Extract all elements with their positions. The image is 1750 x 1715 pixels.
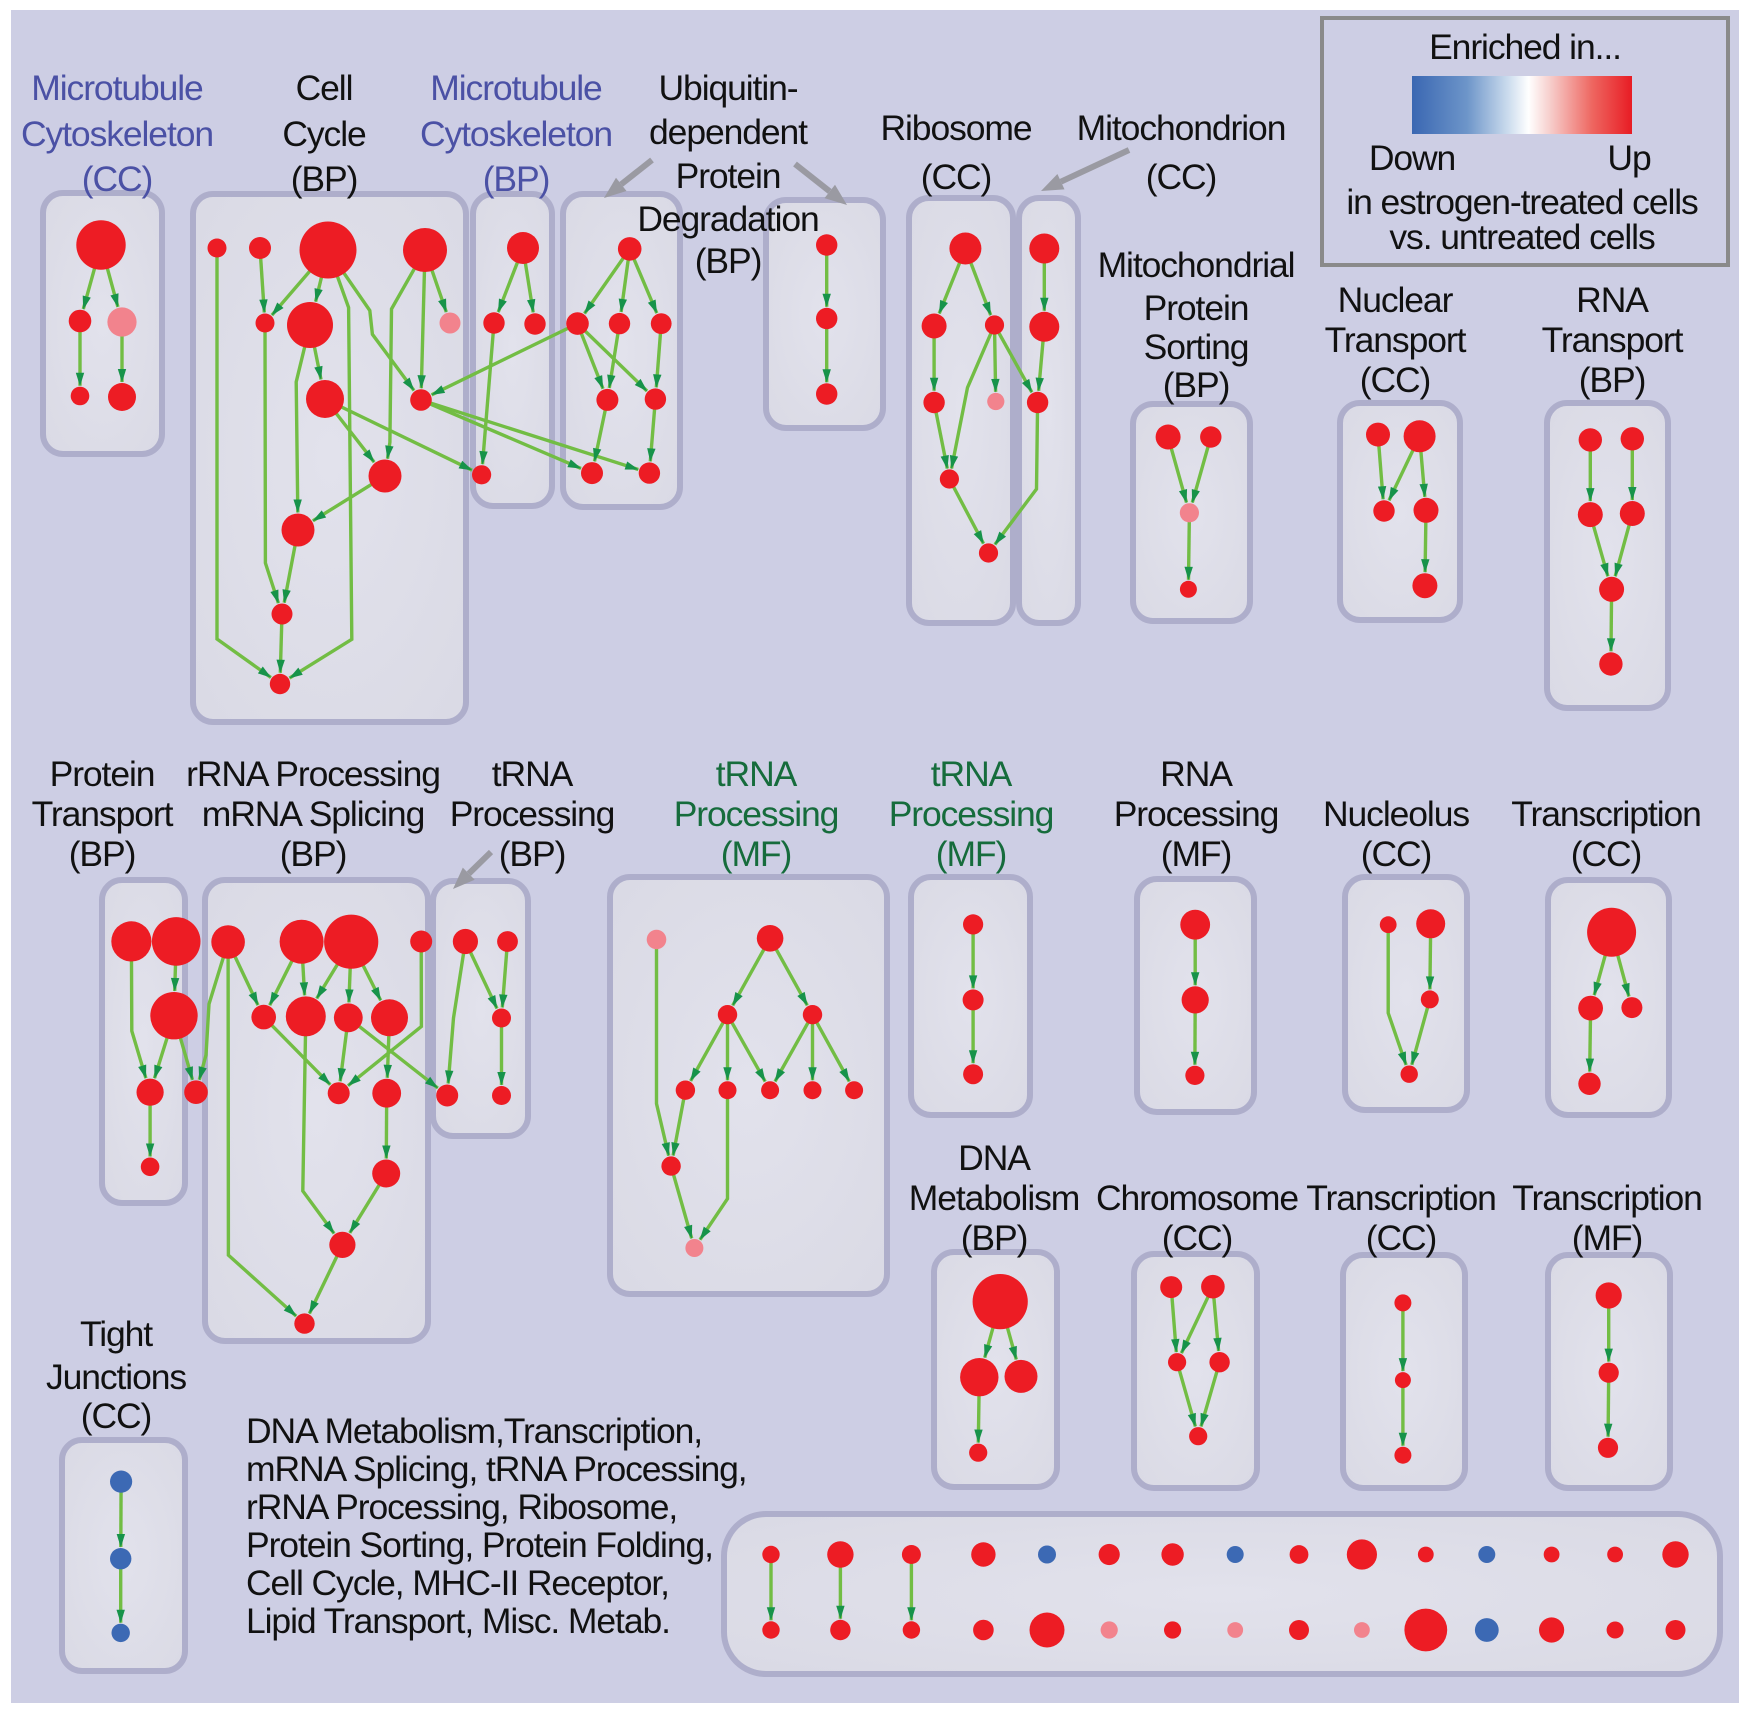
svg-text:Mitochondrion: Mitochondrion — [1077, 108, 1286, 148]
svg-text:Microtubule: Microtubule — [31, 68, 203, 108]
svg-text:Degradation: Degradation — [637, 199, 818, 239]
svg-text:Metabolism: Metabolism — [909, 1178, 1080, 1218]
svg-text:(BP): (BP) — [280, 834, 347, 874]
svg-text:Transport: Transport — [1325, 320, 1467, 360]
svg-text:Protein: Protein — [50, 754, 155, 794]
svg-text:Transcription: Transcription — [1511, 794, 1701, 834]
svg-text:(BP): (BP) — [69, 834, 136, 874]
svg-text:tRNA: tRNA — [931, 754, 1013, 794]
svg-text:tRNA: tRNA — [716, 754, 798, 794]
svg-text:Cycle: Cycle — [282, 114, 366, 154]
svg-text:Transport: Transport — [1542, 320, 1684, 360]
svg-text:(CC): (CC) — [1146, 157, 1217, 197]
svg-text:mRNA Splicing, tRNA Processing: mRNA Splicing, tRNA Processing, — [246, 1449, 747, 1489]
svg-text:Up: Up — [1607, 138, 1651, 178]
svg-text:(CC): (CC) — [82, 159, 153, 199]
svg-text:Protein Sorting, Protein Foldi: Protein Sorting, Protein Folding, — [246, 1525, 713, 1565]
svg-text:vs. untreated cells: vs. untreated cells — [1389, 217, 1655, 257]
svg-text:DNA: DNA — [958, 1138, 1031, 1178]
svg-text:DNA Metabolism,Transcription,: DNA Metabolism,Transcription, — [246, 1411, 702, 1451]
svg-text:Down: Down — [1369, 138, 1455, 178]
svg-text:Nuclear: Nuclear — [1338, 280, 1454, 320]
svg-text:Nucleolus: Nucleolus — [1323, 794, 1469, 834]
svg-text:(MF): (MF) — [1161, 834, 1232, 874]
svg-text:(BP): (BP) — [499, 834, 566, 874]
svg-text:in estrogen-treated cells: in estrogen-treated cells — [1346, 182, 1698, 222]
svg-text:(BP): (BP) — [1163, 365, 1230, 405]
svg-text:Microtubule: Microtubule — [430, 68, 602, 108]
svg-text:Processing: Processing — [889, 794, 1054, 834]
svg-text:Tight: Tight — [80, 1314, 153, 1354]
svg-text:(CC): (CC) — [1366, 1218, 1437, 1258]
svg-text:(BP): (BP) — [291, 159, 358, 199]
svg-text:Enriched in...: Enriched in... — [1429, 27, 1621, 67]
svg-text:dependent: dependent — [649, 112, 808, 152]
svg-text:(CC): (CC) — [921, 157, 992, 197]
svg-text:Mitochondrial: Mitochondrial — [1098, 245, 1295, 285]
svg-text:Cytoskeleton: Cytoskeleton — [21, 114, 213, 154]
svg-text:Processing: Processing — [1114, 794, 1279, 834]
svg-text:Sorting: Sorting — [1144, 327, 1249, 367]
svg-text:Protein: Protein — [676, 156, 781, 196]
svg-text:Junctions: Junctions — [46, 1357, 186, 1397]
svg-text:(CC): (CC) — [1360, 360, 1431, 400]
svg-text:(BP): (BP) — [1579, 360, 1646, 400]
svg-text:Ubiquitin-: Ubiquitin- — [659, 68, 798, 108]
svg-text:(MF): (MF) — [721, 834, 792, 874]
svg-text:Cell: Cell — [296, 68, 353, 108]
svg-text:(MF): (MF) — [936, 834, 1007, 874]
svg-text:tRNA: tRNA — [492, 754, 574, 794]
svg-text:(BP): (BP) — [695, 241, 762, 281]
svg-text:(BP): (BP) — [483, 159, 550, 199]
svg-text:(MF): (MF) — [1572, 1218, 1643, 1258]
svg-text:Processing: Processing — [674, 794, 839, 834]
svg-text:Ribosome: Ribosome — [880, 108, 1031, 148]
svg-text:Chromosome: Chromosome — [1096, 1178, 1298, 1218]
svg-text:(CC): (CC) — [1361, 834, 1432, 874]
svg-text:(CC): (CC) — [1162, 1218, 1233, 1258]
svg-text:rRNA Processing, Ribosome,: rRNA Processing, Ribosome, — [246, 1487, 677, 1527]
svg-text:RNA: RNA — [1576, 280, 1649, 320]
svg-text:Cytoskeleton: Cytoskeleton — [420, 114, 612, 154]
svg-text:Lipid Transport, Misc. Metab.: Lipid Transport, Misc. Metab. — [246, 1601, 670, 1641]
svg-text:mRNA Splicing: mRNA Splicing — [202, 794, 424, 834]
svg-text:Protein: Protein — [1144, 288, 1249, 328]
svg-text:Processing: Processing — [450, 794, 615, 834]
svg-text:rRNA Processing: rRNA Processing — [186, 754, 440, 794]
svg-text:RNA: RNA — [1160, 754, 1233, 794]
svg-text:Transcription: Transcription — [1512, 1178, 1702, 1218]
svg-text:(CC): (CC) — [1571, 834, 1642, 874]
svg-text:Transcription: Transcription — [1306, 1178, 1496, 1218]
svg-text:Cell Cycle, MHC-II Receptor,: Cell Cycle, MHC-II Receptor, — [246, 1563, 669, 1603]
svg-text:(CC): (CC) — [81, 1396, 152, 1436]
svg-text:(BP): (BP) — [961, 1218, 1028, 1258]
svg-text:Transport: Transport — [32, 794, 174, 834]
